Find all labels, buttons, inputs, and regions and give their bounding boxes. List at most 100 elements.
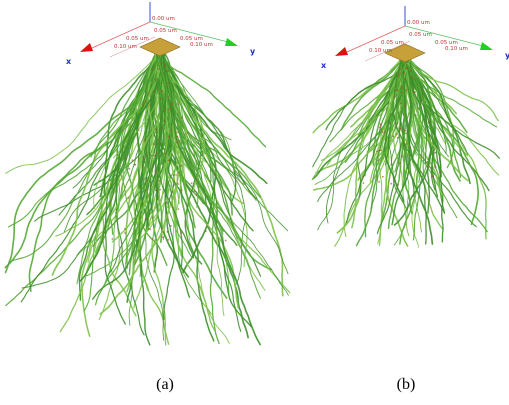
- root-node: [148, 92, 150, 94]
- root-node: [180, 232, 182, 234]
- root-node: [181, 165, 183, 167]
- panel-label: (b): [397, 376, 416, 393]
- root-node: [404, 143, 406, 145]
- root-node: [164, 121, 166, 123]
- root-node: [407, 67, 409, 69]
- x-arrow: [335, 47, 348, 56]
- root-node: [170, 225, 172, 227]
- root-node: [143, 159, 145, 161]
- root-node: [432, 175, 434, 177]
- root-node: [153, 90, 155, 92]
- scale-label: 0.05 um: [381, 40, 404, 46]
- root-node: [171, 130, 173, 132]
- root-node: [392, 136, 394, 138]
- root-node: [153, 143, 155, 145]
- root-node: [168, 160, 170, 162]
- root-node: [149, 104, 151, 106]
- root-node: [193, 191, 195, 193]
- root-renderings: [5, 53, 499, 345]
- root-node: [145, 218, 147, 220]
- root-node: [379, 126, 381, 128]
- root-node: [401, 92, 403, 94]
- root-node: [159, 92, 161, 94]
- root-node: [168, 136, 170, 138]
- root-node: [173, 184, 175, 186]
- axis-gizmos: xy0.00 um0.05 um0.05 um0.10 um0.05 um0.1…: [66, 2, 509, 70]
- root-node: [165, 65, 167, 67]
- panel-label: (a): [156, 376, 174, 393]
- axis-label-x: x: [66, 57, 72, 66]
- root-node: [394, 96, 396, 98]
- root-node: [401, 87, 403, 89]
- root-node: [157, 139, 159, 141]
- root-node: [397, 75, 399, 77]
- root-node: [152, 69, 154, 71]
- root-node: [404, 130, 406, 132]
- root-node: [158, 68, 160, 70]
- y-arrow: [225, 38, 238, 46]
- root-node: [399, 72, 401, 74]
- root-node: [400, 103, 402, 105]
- root-node: [439, 172, 441, 174]
- root-node: [404, 78, 406, 80]
- root-node: [155, 171, 157, 173]
- root-node: [134, 164, 136, 166]
- root-node: [161, 63, 163, 65]
- root-node: [169, 108, 171, 110]
- root-node: [153, 155, 155, 157]
- root-node: [384, 131, 386, 133]
- root-node: [378, 150, 380, 152]
- root-node: [166, 85, 168, 87]
- root-node: [149, 228, 151, 230]
- root-node: [397, 184, 399, 186]
- root-node: [426, 161, 428, 163]
- root-node: [175, 174, 177, 176]
- root-node: [167, 82, 169, 84]
- root-node: [145, 189, 147, 191]
- root-node: [155, 189, 157, 191]
- y-arrow: [480, 42, 493, 50]
- root-node: [397, 137, 399, 139]
- root-node: [143, 104, 145, 106]
- root-node: [159, 189, 161, 191]
- root-node: [161, 228, 163, 230]
- root-node: [178, 208, 180, 210]
- root-node: [434, 166, 436, 168]
- root-node: [167, 239, 169, 241]
- root-node: [396, 133, 398, 135]
- root-node: [380, 123, 382, 125]
- root-node: [155, 79, 157, 81]
- root-node: [399, 68, 401, 70]
- root-node: [171, 207, 173, 209]
- scale-label: 0.05 um: [126, 36, 149, 42]
- root-node: [161, 127, 163, 129]
- root-node: [124, 232, 126, 234]
- root-node: [419, 108, 421, 110]
- root-system: [312, 59, 499, 247]
- root-node: [195, 194, 197, 196]
- root-node: [181, 190, 183, 192]
- root-node: [151, 154, 153, 156]
- root-node: [155, 173, 157, 175]
- root-node: [397, 122, 399, 124]
- root-node: [377, 160, 379, 162]
- root-node: [181, 117, 183, 119]
- root-node: [163, 111, 165, 113]
- root-node: [414, 91, 416, 93]
- root-node: [412, 78, 414, 80]
- root-node: [415, 114, 417, 116]
- root-node: [176, 141, 178, 143]
- root-node: [170, 104, 172, 106]
- root-node: [400, 128, 402, 130]
- axis-label-y: y: [505, 51, 509, 60]
- root-node: [125, 158, 127, 160]
- scale-label: 0.10 um: [369, 48, 392, 54]
- root-node: [166, 202, 168, 204]
- root-node: [380, 129, 382, 131]
- axis-label-x: x: [321, 61, 327, 70]
- figure: xy0.00 um0.05 um0.05 um0.10 um0.05 um0.1…: [0, 0, 509, 405]
- scale-label: 0.00 um: [407, 20, 430, 26]
- root-node: [167, 70, 169, 72]
- root-node: [409, 70, 411, 72]
- root-node: [401, 86, 403, 88]
